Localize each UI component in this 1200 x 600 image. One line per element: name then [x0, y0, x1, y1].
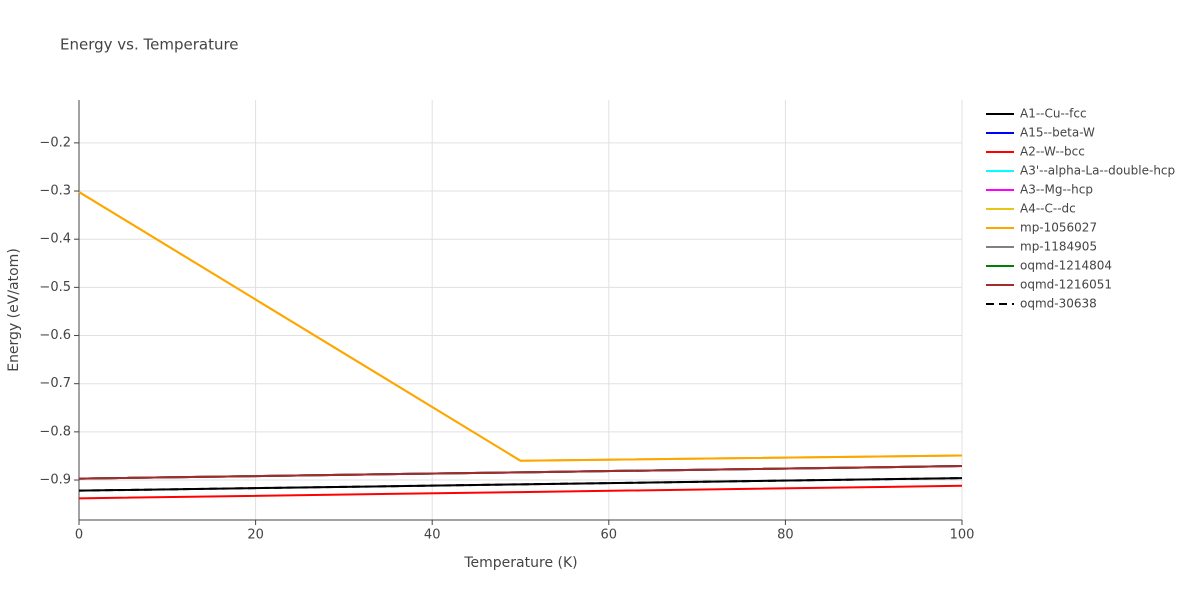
legend-label: A15--beta-W: [1020, 126, 1095, 140]
y-axis-title: Energy (eV/atom): [6, 248, 22, 372]
y-tick-label: −0.9: [39, 473, 71, 488]
x-tick-label: 20: [247, 528, 264, 543]
legend-label: A2--W--bcc: [1020, 145, 1085, 159]
y-tick-label: −0.6: [39, 328, 71, 343]
series-line: [78, 465, 963, 480]
x-tick-label: 40: [424, 528, 441, 543]
legend-label: mp-1184905: [1020, 240, 1097, 254]
legend-label: mp-1056027: [1020, 221, 1097, 235]
legend-label: A3'--alpha-La--double-hcp: [1020, 164, 1175, 178]
y-tick-label: −0.4: [39, 232, 71, 247]
legend-label: oqmd-1216051: [1020, 278, 1112, 292]
x-tick-label: 80: [777, 528, 794, 543]
legend-label: oqmd-30638: [1020, 297, 1097, 311]
y-tick-label: −0.2: [39, 135, 71, 150]
y-tick-label: −0.8: [39, 424, 71, 439]
series-line: [78, 191, 963, 462]
x-tick-label: 0: [75, 528, 83, 543]
chart-title: Energy vs. Temperature: [60, 36, 239, 54]
series-line: [78, 191, 963, 462]
legend-label: oqmd-1214804: [1020, 259, 1112, 273]
x-axis-title: Temperature (K): [463, 555, 577, 571]
legend-label: A1--Cu--fcc: [1020, 107, 1087, 121]
y-tick-label: −0.7: [39, 376, 71, 391]
x-tick-label: 60: [601, 528, 618, 543]
legend-label: A4--C--dc: [1020, 202, 1076, 216]
legend-label: A3--Mg--hcp: [1020, 183, 1093, 197]
series-line: [78, 484, 963, 500]
series-line: [78, 477, 963, 492]
legend: A1--Cu--fcc A15--beta-W A2--W--bcc A3'--alp…: [986, 107, 1175, 311]
y-tick-label: −0.5: [39, 280, 71, 295]
x-tick-label: 100: [950, 528, 975, 543]
y-tick-label: −0.3: [39, 184, 71, 199]
